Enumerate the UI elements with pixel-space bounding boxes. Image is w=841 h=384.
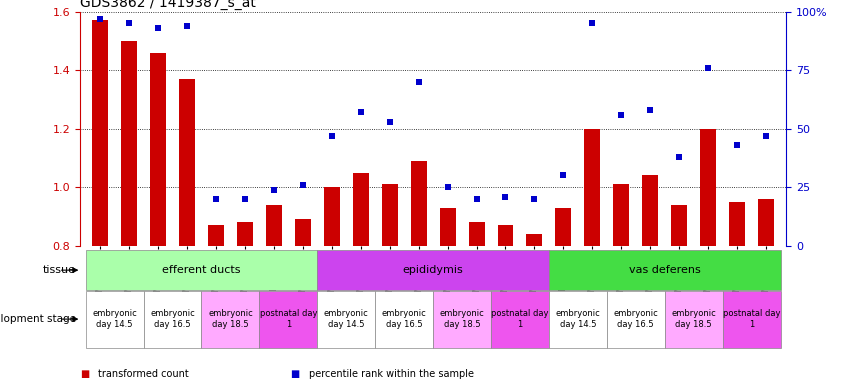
Bar bbox=[317, 291, 375, 348]
Point bbox=[325, 132, 339, 139]
Point bbox=[673, 154, 686, 160]
Text: postnatal day
1: postnatal day 1 bbox=[260, 310, 317, 329]
Bar bbox=[150, 53, 166, 384]
Bar bbox=[549, 250, 780, 290]
Point bbox=[441, 184, 454, 190]
Point bbox=[759, 132, 773, 139]
Text: embryonic
day 16.5: embryonic day 16.5 bbox=[382, 310, 426, 329]
Bar bbox=[121, 41, 137, 384]
Bar bbox=[410, 161, 426, 384]
Text: efferent ducts: efferent ducts bbox=[162, 265, 241, 275]
Text: embryonic
day 18.5: embryonic day 18.5 bbox=[208, 310, 253, 329]
Text: development stage: development stage bbox=[0, 314, 76, 324]
Point bbox=[527, 196, 541, 202]
Bar bbox=[498, 225, 514, 384]
Bar bbox=[613, 184, 629, 384]
Text: embryonic
day 14.5: embryonic day 14.5 bbox=[93, 310, 137, 329]
Bar bbox=[722, 291, 780, 348]
Bar bbox=[317, 250, 549, 290]
Text: ■: ■ bbox=[80, 369, 89, 379]
Point bbox=[499, 194, 512, 200]
Text: percentile rank within the sample: percentile rank within the sample bbox=[309, 369, 473, 379]
Bar bbox=[671, 205, 687, 384]
Bar bbox=[237, 222, 253, 384]
Bar bbox=[664, 291, 722, 348]
Bar bbox=[266, 205, 282, 384]
Point bbox=[209, 196, 223, 202]
Point bbox=[354, 109, 368, 115]
Bar bbox=[375, 291, 433, 348]
Point bbox=[267, 187, 281, 193]
Bar bbox=[324, 187, 340, 384]
Bar bbox=[259, 291, 317, 348]
Bar bbox=[93, 20, 108, 384]
Bar bbox=[86, 291, 144, 348]
Point bbox=[615, 111, 628, 118]
Bar bbox=[549, 291, 607, 348]
Bar bbox=[526, 234, 542, 384]
Bar bbox=[468, 222, 484, 384]
Point bbox=[238, 196, 251, 202]
Bar bbox=[382, 184, 398, 384]
Text: epididymis: epididymis bbox=[403, 265, 463, 275]
Text: embryonic
day 14.5: embryonic day 14.5 bbox=[324, 310, 368, 329]
Bar bbox=[555, 208, 571, 384]
Text: embryonic
day 14.5: embryonic day 14.5 bbox=[556, 310, 600, 329]
Point bbox=[383, 119, 396, 125]
Bar bbox=[202, 291, 259, 348]
Text: embryonic
day 18.5: embryonic day 18.5 bbox=[440, 310, 484, 329]
Bar bbox=[86, 250, 317, 290]
Point bbox=[585, 20, 599, 26]
Text: embryonic
day 18.5: embryonic day 18.5 bbox=[671, 310, 716, 329]
Text: postnatal day
1: postnatal day 1 bbox=[723, 310, 780, 329]
Point bbox=[412, 79, 426, 85]
Text: vas deferens: vas deferens bbox=[629, 265, 701, 275]
Text: tissue: tissue bbox=[43, 265, 76, 275]
Bar bbox=[433, 291, 491, 348]
Text: embryonic
day 16.5: embryonic day 16.5 bbox=[613, 310, 659, 329]
Bar bbox=[295, 219, 311, 384]
Point bbox=[93, 15, 107, 22]
Bar bbox=[440, 208, 456, 384]
Point bbox=[557, 172, 570, 179]
Bar bbox=[208, 225, 224, 384]
Point bbox=[643, 107, 657, 113]
Bar bbox=[352, 172, 368, 384]
Point bbox=[470, 196, 484, 202]
Text: GDS3862 / 1419387_s_at: GDS3862 / 1419387_s_at bbox=[80, 0, 256, 10]
Point bbox=[180, 23, 193, 29]
Point bbox=[123, 20, 136, 26]
Bar bbox=[729, 202, 745, 384]
Text: postnatal day
1: postnatal day 1 bbox=[491, 310, 548, 329]
Point bbox=[296, 182, 309, 188]
Text: embryonic
day 16.5: embryonic day 16.5 bbox=[151, 310, 195, 329]
Bar bbox=[607, 291, 664, 348]
Bar bbox=[584, 129, 600, 384]
Point bbox=[730, 142, 743, 148]
Text: transformed count: transformed count bbox=[98, 369, 189, 379]
Point bbox=[701, 65, 715, 71]
Point bbox=[151, 25, 165, 31]
Bar bbox=[643, 175, 659, 384]
Bar bbox=[758, 199, 774, 384]
Bar bbox=[179, 79, 195, 384]
Bar bbox=[701, 129, 717, 384]
Bar bbox=[144, 291, 202, 348]
Bar bbox=[491, 291, 549, 348]
Text: ■: ■ bbox=[290, 369, 299, 379]
